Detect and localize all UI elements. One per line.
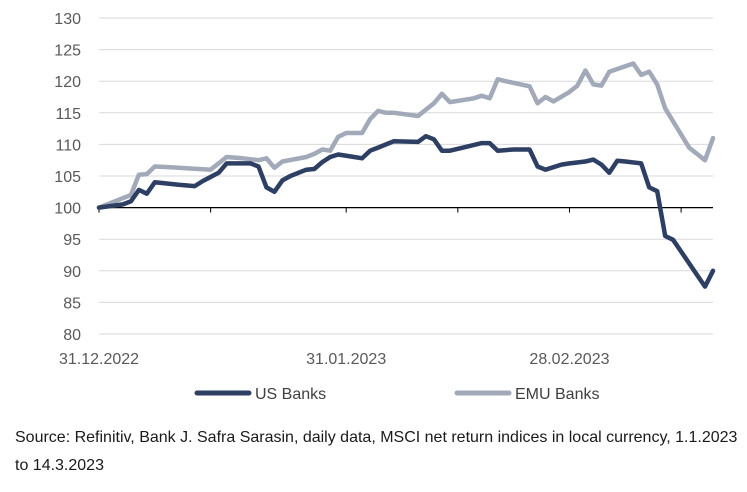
series-line-us-banks — [96, 133, 716, 289]
series-line-emu-banks — [96, 61, 716, 210]
series-lines — [96, 61, 716, 289]
legend-item-emu-banks: EMU Banks — [454, 386, 599, 403]
y-tick-label: 80 — [63, 327, 81, 344]
y-tick-label: 90 — [63, 264, 81, 281]
y-tick-label: 115 — [55, 106, 81, 123]
y-tick-label: 95 — [63, 232, 81, 249]
x-axis: 31.12.2022 31.01.2023 28.02.2023 — [59, 207, 713, 368]
source-note: Source: Refinitiv, Bank J. Safra Sarasin… — [15, 429, 738, 474]
y-tick-label: 130 — [54, 11, 81, 28]
y-tick-label: 85 — [63, 295, 81, 312]
line-chart: 80 85 90 95 100 105 110 115 120 125 130 31.12.2022… — [54, 11, 716, 403]
legend-item-us-banks: US Banks — [194, 386, 326, 403]
x-tick-label: 28.02.2023 — [529, 351, 609, 368]
legend-label: US Banks — [255, 386, 326, 403]
y-axis: 80 85 90 95 100 105 110 115 120 125 130 — [54, 11, 81, 344]
y-tick-label: 125 — [54, 43, 81, 60]
y-tick-label: 105 — [54, 169, 81, 186]
y-tick-label: 100 — [54, 201, 81, 218]
legend: US Banks EMU Banks — [194, 386, 599, 403]
x-tick-label: 31.12.2022 — [59, 351, 139, 368]
gridlines — [99, 17, 713, 335]
x-tick-label: 31.01.2023 — [306, 351, 386, 368]
y-tick-label: 110 — [55, 137, 81, 154]
y-tick-label: 120 — [54, 74, 81, 91]
legend-label: EMU Banks — [515, 386, 599, 403]
